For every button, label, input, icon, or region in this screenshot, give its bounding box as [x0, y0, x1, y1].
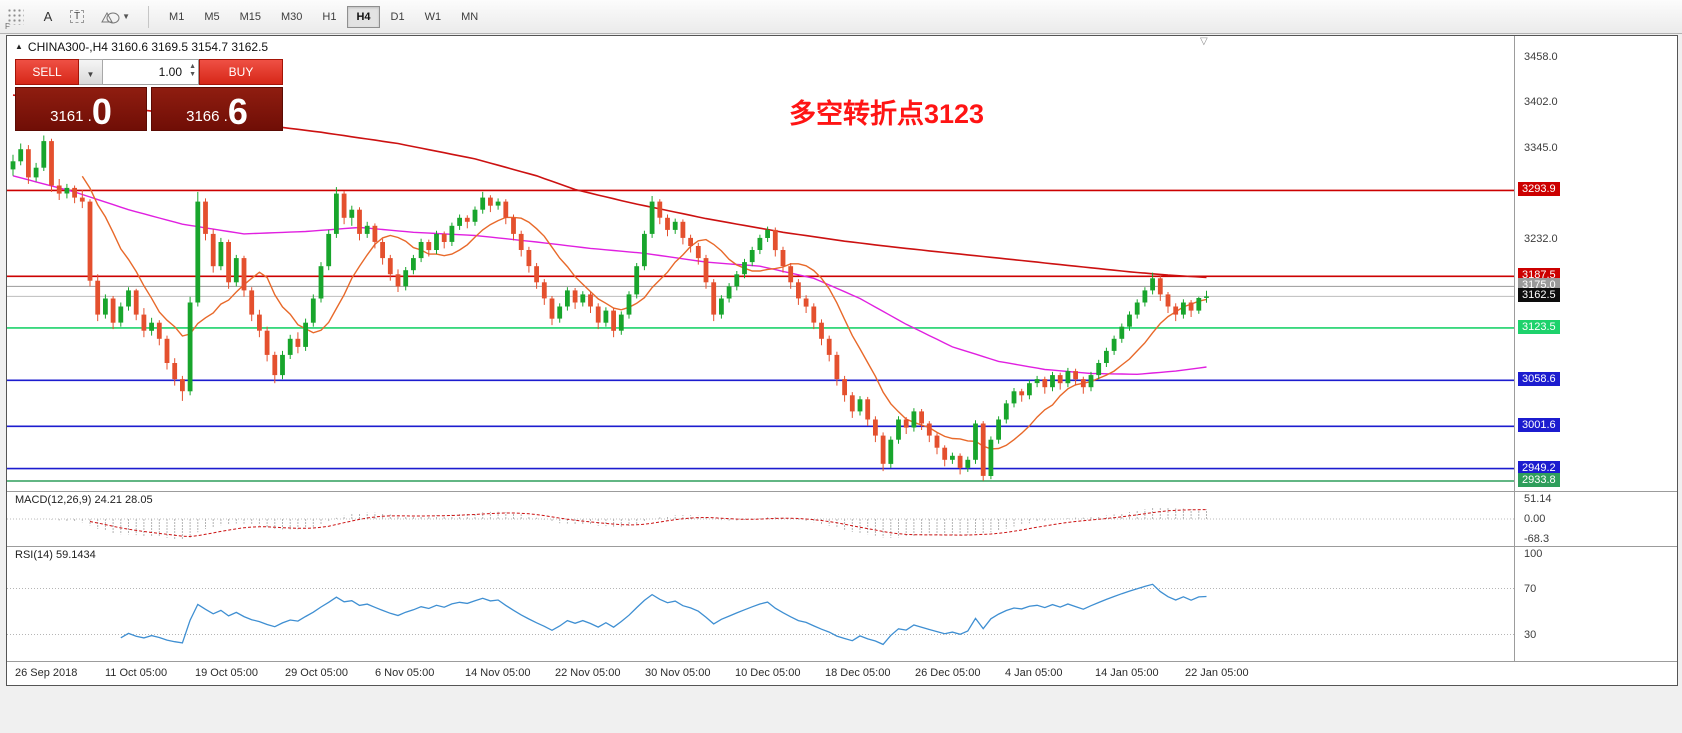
pane-separator[interactable] [7, 546, 1677, 547]
axis-label: 51.14 [1524, 493, 1552, 505]
price-level-badge: 3293.9 [1518, 182, 1560, 196]
sell-price-main: 3161 . [50, 108, 92, 125]
axis-label: 3345.0 [1524, 142, 1558, 154]
text-tool-button[interactable]: A [35, 4, 61, 30]
time-axis-label: 30 Nov 05:00 [645, 667, 711, 679]
buy-price-display[interactable]: 3166 .6 [151, 87, 283, 131]
shapes-tool-button[interactable]: ▼ [93, 4, 137, 30]
price-axis[interactable]: 3458.0 3402.0 3345.0 3232.0 3293.9 3187.5 3175… [1515, 36, 1676, 685]
time-axis-label: 14 Jan 05:00 [1095, 667, 1159, 679]
time-axis-label: 29 Oct 05:00 [285, 667, 348, 679]
pane-separator [7, 661, 1677, 662]
rsi-indicator-pane[interactable]: RSI(14) 59.1434 [7, 546, 1514, 661]
chevron-down-icon: ▼ [86, 69, 95, 79]
spinner-up-icon[interactable]: ▲ [189, 63, 196, 70]
chart-annotation-text: 多空转折点3123 [789, 99, 985, 129]
axis-label: 3458.0 [1524, 51, 1558, 63]
buy-price-big-digit: 6 [227, 90, 248, 132]
axis-label: -68.3 [1524, 533, 1550, 545]
chart-window: ▲ CHINA300-,H4 3160.6 3169.5 3154.7 3162.… [6, 35, 1678, 686]
buy-price-main: 3166 . [186, 108, 228, 125]
time-axis-label: 10 Dec 05:00 [735, 667, 801, 679]
price-level-badge: 3162.5 [1518, 288, 1560, 302]
time-axis-label: 22 Jan 05:00 [1185, 667, 1249, 679]
text-tool-icon: A [43, 9, 53, 24]
time-axis-label: 18 Dec 05:00 [825, 667, 891, 679]
price-level-badge: 3001.6 [1518, 418, 1560, 432]
dot-grid-icon [6, 6, 24, 25]
buy-button[interactable]: BUY [199, 59, 283, 85]
spinner-down-icon[interactable]: ▼ [189, 71, 196, 79]
axis-label: 70 [1524, 583, 1537, 595]
price-level-badge: 3123.5 [1518, 320, 1560, 334]
one-click-trading-panel: SELL ▼ ▲ ▼ BUY 3161 .0 [15, 59, 283, 131]
axis-label: 3232.0 [1524, 233, 1558, 245]
time-axis-label: 26 Sep 2018 [15, 667, 78, 679]
sell-button[interactable]: SELL [15, 59, 79, 85]
sell-price-big-digit: 0 [91, 90, 112, 132]
chart-ohlc-text: CHINA300-,H4 3160.6 3169.5 3154.7 3162.5 [27, 40, 269, 54]
macd-chart [7, 507, 1514, 540]
price-level-badge: 2949.2 [1518, 461, 1560, 475]
time-axis-label: 11 Oct 05:00 [105, 667, 168, 679]
text-label-icon: T [70, 10, 85, 23]
grip-label: F [5, 21, 10, 31]
time-axis-label: 4 Jan 05:00 [1005, 667, 1063, 679]
time-axis-label: 22 Nov 05:00 [555, 667, 621, 679]
text-label-tool-button[interactable]: T [63, 4, 91, 30]
axis-label: 30 [1524, 629, 1537, 641]
timeframe-m1-button[interactable]: M1 [160, 6, 193, 28]
candlestick-chart[interactable] [7, 36, 1514, 491]
collapse-arrow-icon[interactable]: ▲ [15, 42, 23, 51]
time-axis-label: 6 Nov 05:00 [375, 667, 435, 679]
timeframe-h1-button[interactable]: H1 [313, 6, 345, 28]
rsi-chart [7, 583, 1514, 646]
time-axis-label: 19 Oct 05:00 [195, 667, 258, 679]
timeframe-d1-button[interactable]: D1 [382, 6, 414, 28]
volume-spinner[interactable]: ▲ ▼ [189, 63, 196, 80]
chevron-down-icon: ▼ [122, 12, 131, 21]
sell-price-display[interactable]: 3161 .0 [15, 87, 147, 131]
volume-input[interactable] [103, 59, 199, 85]
time-axis-label: 26 Dec 05:00 [915, 667, 981, 679]
toolbar-grip[interactable]: F [4, 4, 30, 31]
timeframe-m30-button[interactable]: M30 [272, 6, 311, 28]
toolbar: F A T ▼ M1 M5 M15 M30 H1 H4 D1 W1 MN [0, 0, 1682, 34]
volume-dropdown-button[interactable]: ▼ [79, 59, 103, 85]
chart-shift-marker-icon[interactable]: ▽ [1200, 36, 1208, 47]
toolbar-separator [148, 5, 150, 28]
price-chart-pane[interactable]: ▲ CHINA300-,H4 3160.6 3169.5 3154.7 3162.… [7, 36, 1514, 491]
axis-label: 0.00 [1524, 513, 1546, 525]
axis-label: 3402.0 [1524, 96, 1558, 108]
axis-separator [1514, 36, 1515, 661]
timeframe-mn-button[interactable]: MN [452, 6, 487, 28]
chart-header: ▲ CHINA300-,H4 3160.6 3169.5 3154.7 3162.… [15, 40, 268, 54]
timeframe-w1-button[interactable]: W1 [416, 6, 451, 28]
axis-label: 100 [1524, 548, 1543, 560]
rsi-label: RSI(14) 59.1434 [15, 549, 96, 561]
pane-separator[interactable] [7, 491, 1677, 492]
time-axis[interactable]: 26 Sep 2018 11 Oct 05:00 19 Oct 05:00 29 Oc… [7, 661, 1677, 685]
shapes-icon [101, 11, 120, 23]
timeframe-m15-button[interactable]: M15 [231, 6, 270, 28]
timeframe-m5-button[interactable]: M5 [195, 6, 228, 28]
price-level-badge: 3058.6 [1518, 372, 1560, 386]
price-level-badge: 2933.8 [1518, 473, 1560, 487]
macd-indicator-pane[interactable]: MACD(12,26,9) 24.21 28.05 [7, 491, 1514, 546]
macd-label: MACD(12,26,9) 24.21 28.05 [15, 494, 153, 506]
time-axis-label: 14 Nov 05:00 [465, 667, 531, 679]
timeframe-h4-button[interactable]: H4 [347, 5, 380, 28]
